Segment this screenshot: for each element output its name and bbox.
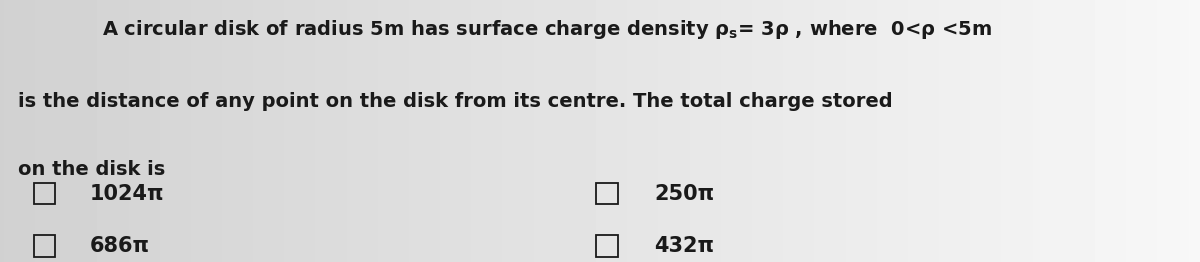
Text: 686π: 686π [90, 236, 150, 256]
Text: 432π: 432π [654, 236, 714, 256]
Text: on the disk is: on the disk is [18, 160, 166, 179]
Text: is the distance of any point on the disk from its centre. The total charge store: is the distance of any point on the disk… [18, 92, 893, 111]
Bar [596, 183, 618, 204]
Text: 250π: 250π [654, 184, 714, 204]
Bar [596, 235, 618, 257]
Bar [34, 183, 55, 204]
Text: 1024π: 1024π [90, 184, 164, 204]
Bar [34, 235, 55, 257]
Text: A circular disk of radius 5m has surface charge density $\mathbf{\rho_s}$= 3$\ma: A circular disk of radius 5m has surface… [102, 18, 992, 41]
